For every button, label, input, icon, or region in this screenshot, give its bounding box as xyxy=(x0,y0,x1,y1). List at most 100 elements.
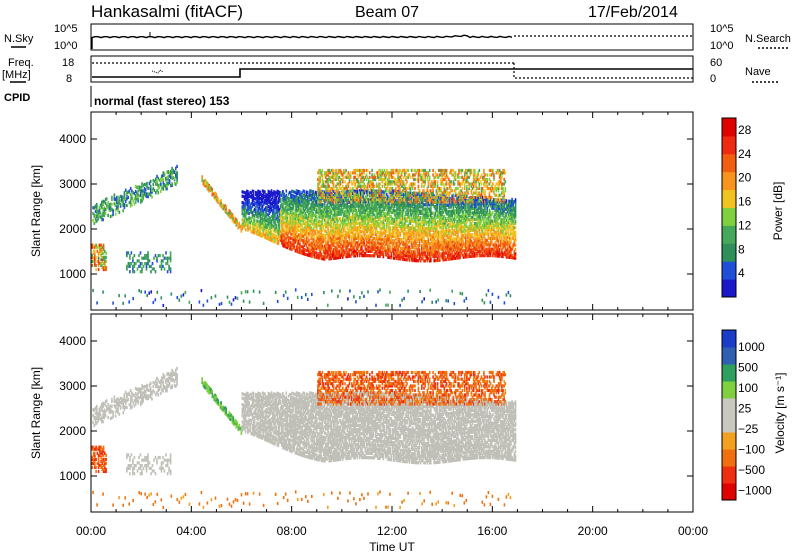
power-cell-279 xyxy=(163,172,166,176)
power-cell-431 xyxy=(129,254,131,258)
power-cell-2646 xyxy=(343,175,345,179)
power-cell-566 xyxy=(220,199,222,203)
power-cell-3678 xyxy=(381,184,384,188)
power-cell-4516 xyxy=(411,168,414,173)
power-cell-358 xyxy=(95,267,97,272)
power-cell-3339 xyxy=(369,175,371,179)
power-cell-560 xyxy=(217,197,219,201)
power-cell-299 xyxy=(168,179,171,183)
power-cell-65 xyxy=(107,213,109,217)
power-cell-84 xyxy=(112,209,114,213)
power-cell-464 xyxy=(145,262,148,266)
cpid-mode-text: normal (fast stereo) 153 xyxy=(94,94,230,108)
power-cell-2821 xyxy=(349,171,352,175)
power-cell-481 xyxy=(154,254,157,258)
power-cell-259 xyxy=(160,189,162,193)
power-cell-763 xyxy=(252,189,255,194)
power-cell-261 xyxy=(160,182,162,186)
power-cell-1866 xyxy=(316,214,318,218)
noise-search-label: N.Search xyxy=(745,33,791,45)
power-cell-4701 xyxy=(418,168,421,173)
power-cell-4818 xyxy=(423,189,425,193)
power-cell-466 xyxy=(145,254,148,258)
power-cell-359 xyxy=(95,263,97,267)
power-cell-3278 xyxy=(366,168,369,173)
power-cell-458 xyxy=(142,256,145,260)
nave-tick-bottom: 0 xyxy=(710,73,716,85)
power-cell-543 xyxy=(211,187,213,191)
power-cell-658 xyxy=(244,228,247,232)
power-cell-499 xyxy=(166,270,169,274)
freq-unit-label: [MHz] xyxy=(2,69,31,81)
power-cell-492 xyxy=(162,259,164,263)
noise-tick-bottom-right: 10^0 xyxy=(710,40,734,52)
power-cell-502 xyxy=(166,256,169,260)
power-cell-474 xyxy=(150,270,152,274)
power-cell-4359 xyxy=(406,180,408,184)
power-cell-2423 xyxy=(335,168,337,173)
power-cell-451 xyxy=(139,262,142,266)
power-cell-4713 xyxy=(419,216,422,220)
power-cell-232 xyxy=(151,195,153,199)
power-cell-2359 xyxy=(332,168,335,173)
power-cell-493 xyxy=(162,254,164,258)
power-cell-486 xyxy=(159,254,161,258)
power-cell-496 xyxy=(165,262,167,266)
power-scatter-data xyxy=(91,164,517,308)
power-cell-112 xyxy=(119,203,122,207)
power-cell-21 xyxy=(96,202,98,207)
power-cell-554 xyxy=(215,192,217,196)
power-cell-478 xyxy=(153,267,155,271)
power-cell-445 xyxy=(136,259,139,263)
noise-sky-label: N.Sky xyxy=(4,33,34,45)
power-cell-494 xyxy=(163,267,166,271)
freq-panel: Freq. [MHz] 18 8 60 0 Nave xyxy=(2,55,780,85)
power-cell-444 xyxy=(136,267,139,271)
power-cell-269 xyxy=(162,187,165,191)
power-cell-483 xyxy=(156,256,158,260)
power-cell-3620 xyxy=(379,182,381,186)
power-cell-89 xyxy=(114,212,117,216)
power-cell-3979 xyxy=(392,168,395,173)
power-cell-580 xyxy=(225,205,227,209)
power-cell-3340 xyxy=(369,171,371,175)
power-cell-118 xyxy=(122,209,124,213)
power-cell-433 xyxy=(130,251,133,255)
power-cell-443 xyxy=(135,262,137,266)
power-cell-441 xyxy=(133,262,136,266)
power-cell-456 xyxy=(141,256,143,260)
power-cell-476 xyxy=(151,267,154,271)
cpid-label: CPID xyxy=(4,92,30,104)
power-cell-217 xyxy=(146,181,148,185)
power-cell-4390 xyxy=(407,168,409,173)
power-cell-2042 xyxy=(321,168,324,173)
power-cell-334 xyxy=(176,171,178,175)
power-cell-511 xyxy=(169,251,172,255)
power-cell-615 xyxy=(238,221,241,225)
power-cell-3864 xyxy=(389,245,391,249)
power-cell-57 xyxy=(104,212,107,216)
power-cell-504 xyxy=(168,264,170,268)
power-cell-505 xyxy=(168,256,170,260)
power-cell-4576 xyxy=(414,177,416,182)
power-cell-336 xyxy=(91,263,94,267)
power-cell-419 xyxy=(105,251,107,255)
power-cell-507 xyxy=(169,267,172,271)
power-cell-425 xyxy=(127,262,130,266)
power-cell-1699 xyxy=(308,238,310,242)
power-cell-153 xyxy=(131,196,133,200)
power-cell-440 xyxy=(133,264,136,268)
power-cell-457 xyxy=(142,264,145,268)
power-cell-446 xyxy=(138,264,140,268)
power-cell-140 xyxy=(127,195,129,199)
power-cell-3871 xyxy=(389,225,391,229)
power-cell-491 xyxy=(162,264,164,268)
power-cell-4452 xyxy=(409,175,412,179)
power-cell-495 xyxy=(163,256,166,260)
power-cell-4574 xyxy=(414,186,416,191)
power-cell-1270 xyxy=(285,189,288,193)
power-cell-152 xyxy=(131,203,133,207)
power-cell-3402 xyxy=(371,168,373,173)
